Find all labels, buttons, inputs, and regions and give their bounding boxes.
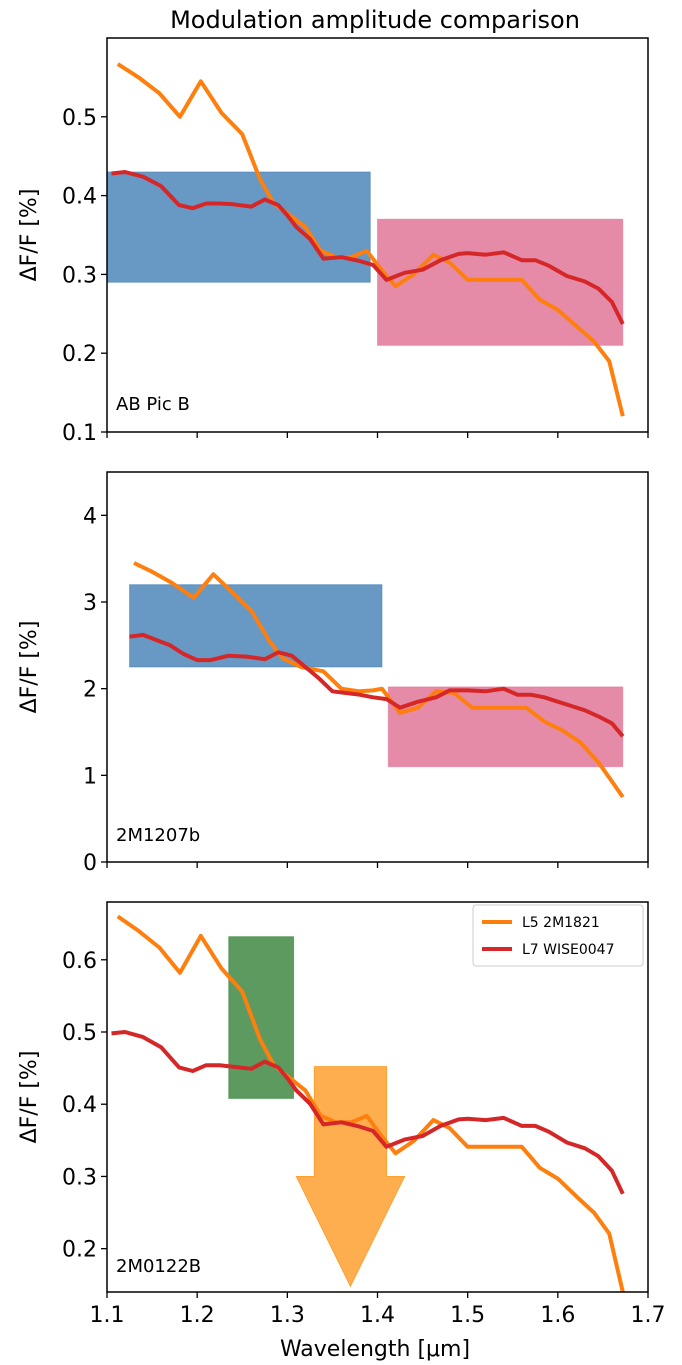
legend: L5 2M1821 L7 WISE0047 [472, 904, 644, 967]
y-tick-label: 0 [83, 851, 97, 876]
y-tick-label: 0.3 [62, 263, 97, 288]
y-tick-label: 0.4 [62, 1093, 97, 1118]
plot-area [129, 561, 625, 799]
y-tick-label: 2 [83, 678, 97, 703]
legend-label-l5: L5 2M1821 [522, 915, 600, 931]
y-tick-label: 0.2 [62, 342, 97, 367]
y-tick-label: 0.4 [62, 185, 97, 210]
y-tick-label: 0.5 [62, 106, 97, 131]
amplitude-box-0 [107, 171, 371, 283]
y-axis-label: ΔF/F [%] [17, 621, 42, 714]
y-tick-label: 0.6 [62, 949, 97, 974]
y-tick-label: 4 [83, 504, 97, 529]
series-line-l7-wise0047 [111, 170, 625, 325]
y-tick-label: 0.3 [62, 1165, 97, 1190]
series-line-l5-2m1821 [116, 62, 625, 417]
x-tick-label: 1.3 [270, 1303, 305, 1328]
amplitude-box-0 [129, 584, 383, 668]
panel-label: 2M1207b [116, 825, 200, 846]
y-tick-label: 0.2 [62, 1238, 97, 1263]
panel-label: AB Pic B [116, 394, 190, 415]
x-tick-label: 1.2 [180, 1303, 215, 1328]
panel-2m0122b: 1.1 1.2 1.3 1.4 1.5 1.6 1.7 0.2 0.3 0.4 0.5 0.6 ΔF/F… [17, 901, 666, 1328]
panel-2m1207b: 0 1 2 3 4 ΔF/F [%] 2M1207b [17, 471, 649, 876]
y-tick-label: 0.5 [62, 1021, 97, 1046]
x-tick-label: 1.1 [90, 1303, 125, 1328]
series-line-l7-wise0047 [129, 632, 625, 738]
chart-title: Modulation amplitude comparison [170, 6, 580, 34]
plot-area [111, 914, 625, 1292]
x-tick-label: 1.4 [360, 1303, 395, 1328]
series-line-l5-2m1821 [116, 914, 625, 1292]
y-tick-label: 0.1 [62, 421, 97, 446]
x-tick-label: 1.5 [450, 1303, 485, 1328]
x-tick-label: 1.6 [540, 1303, 575, 1328]
x-tick-label: 1.7 [631, 1303, 666, 1328]
y-tick-label: 1 [83, 764, 97, 789]
y-axis-label: ΔF/F [%] [17, 1051, 42, 1144]
x-axis-label: Wavelength [μm] [280, 1337, 470, 1362]
series-line-l7-wise0047 [111, 1030, 625, 1195]
legend-box [472, 904, 644, 967]
legend-label-l7: L7 WISE0047 [522, 942, 615, 958]
panel-label: 2M0122B [116, 1256, 201, 1277]
panel-ab-pic-b: 0.1 0.2 0.3 0.4 0.5 ΔF/F [%] AB Pic B [17, 37, 649, 446]
y-tick-label: 3 [83, 591, 97, 616]
y-axis-label: ΔF/F [%] [17, 189, 42, 282]
series-line-l5-2m1821 [133, 561, 625, 799]
plot-area [107, 62, 625, 417]
